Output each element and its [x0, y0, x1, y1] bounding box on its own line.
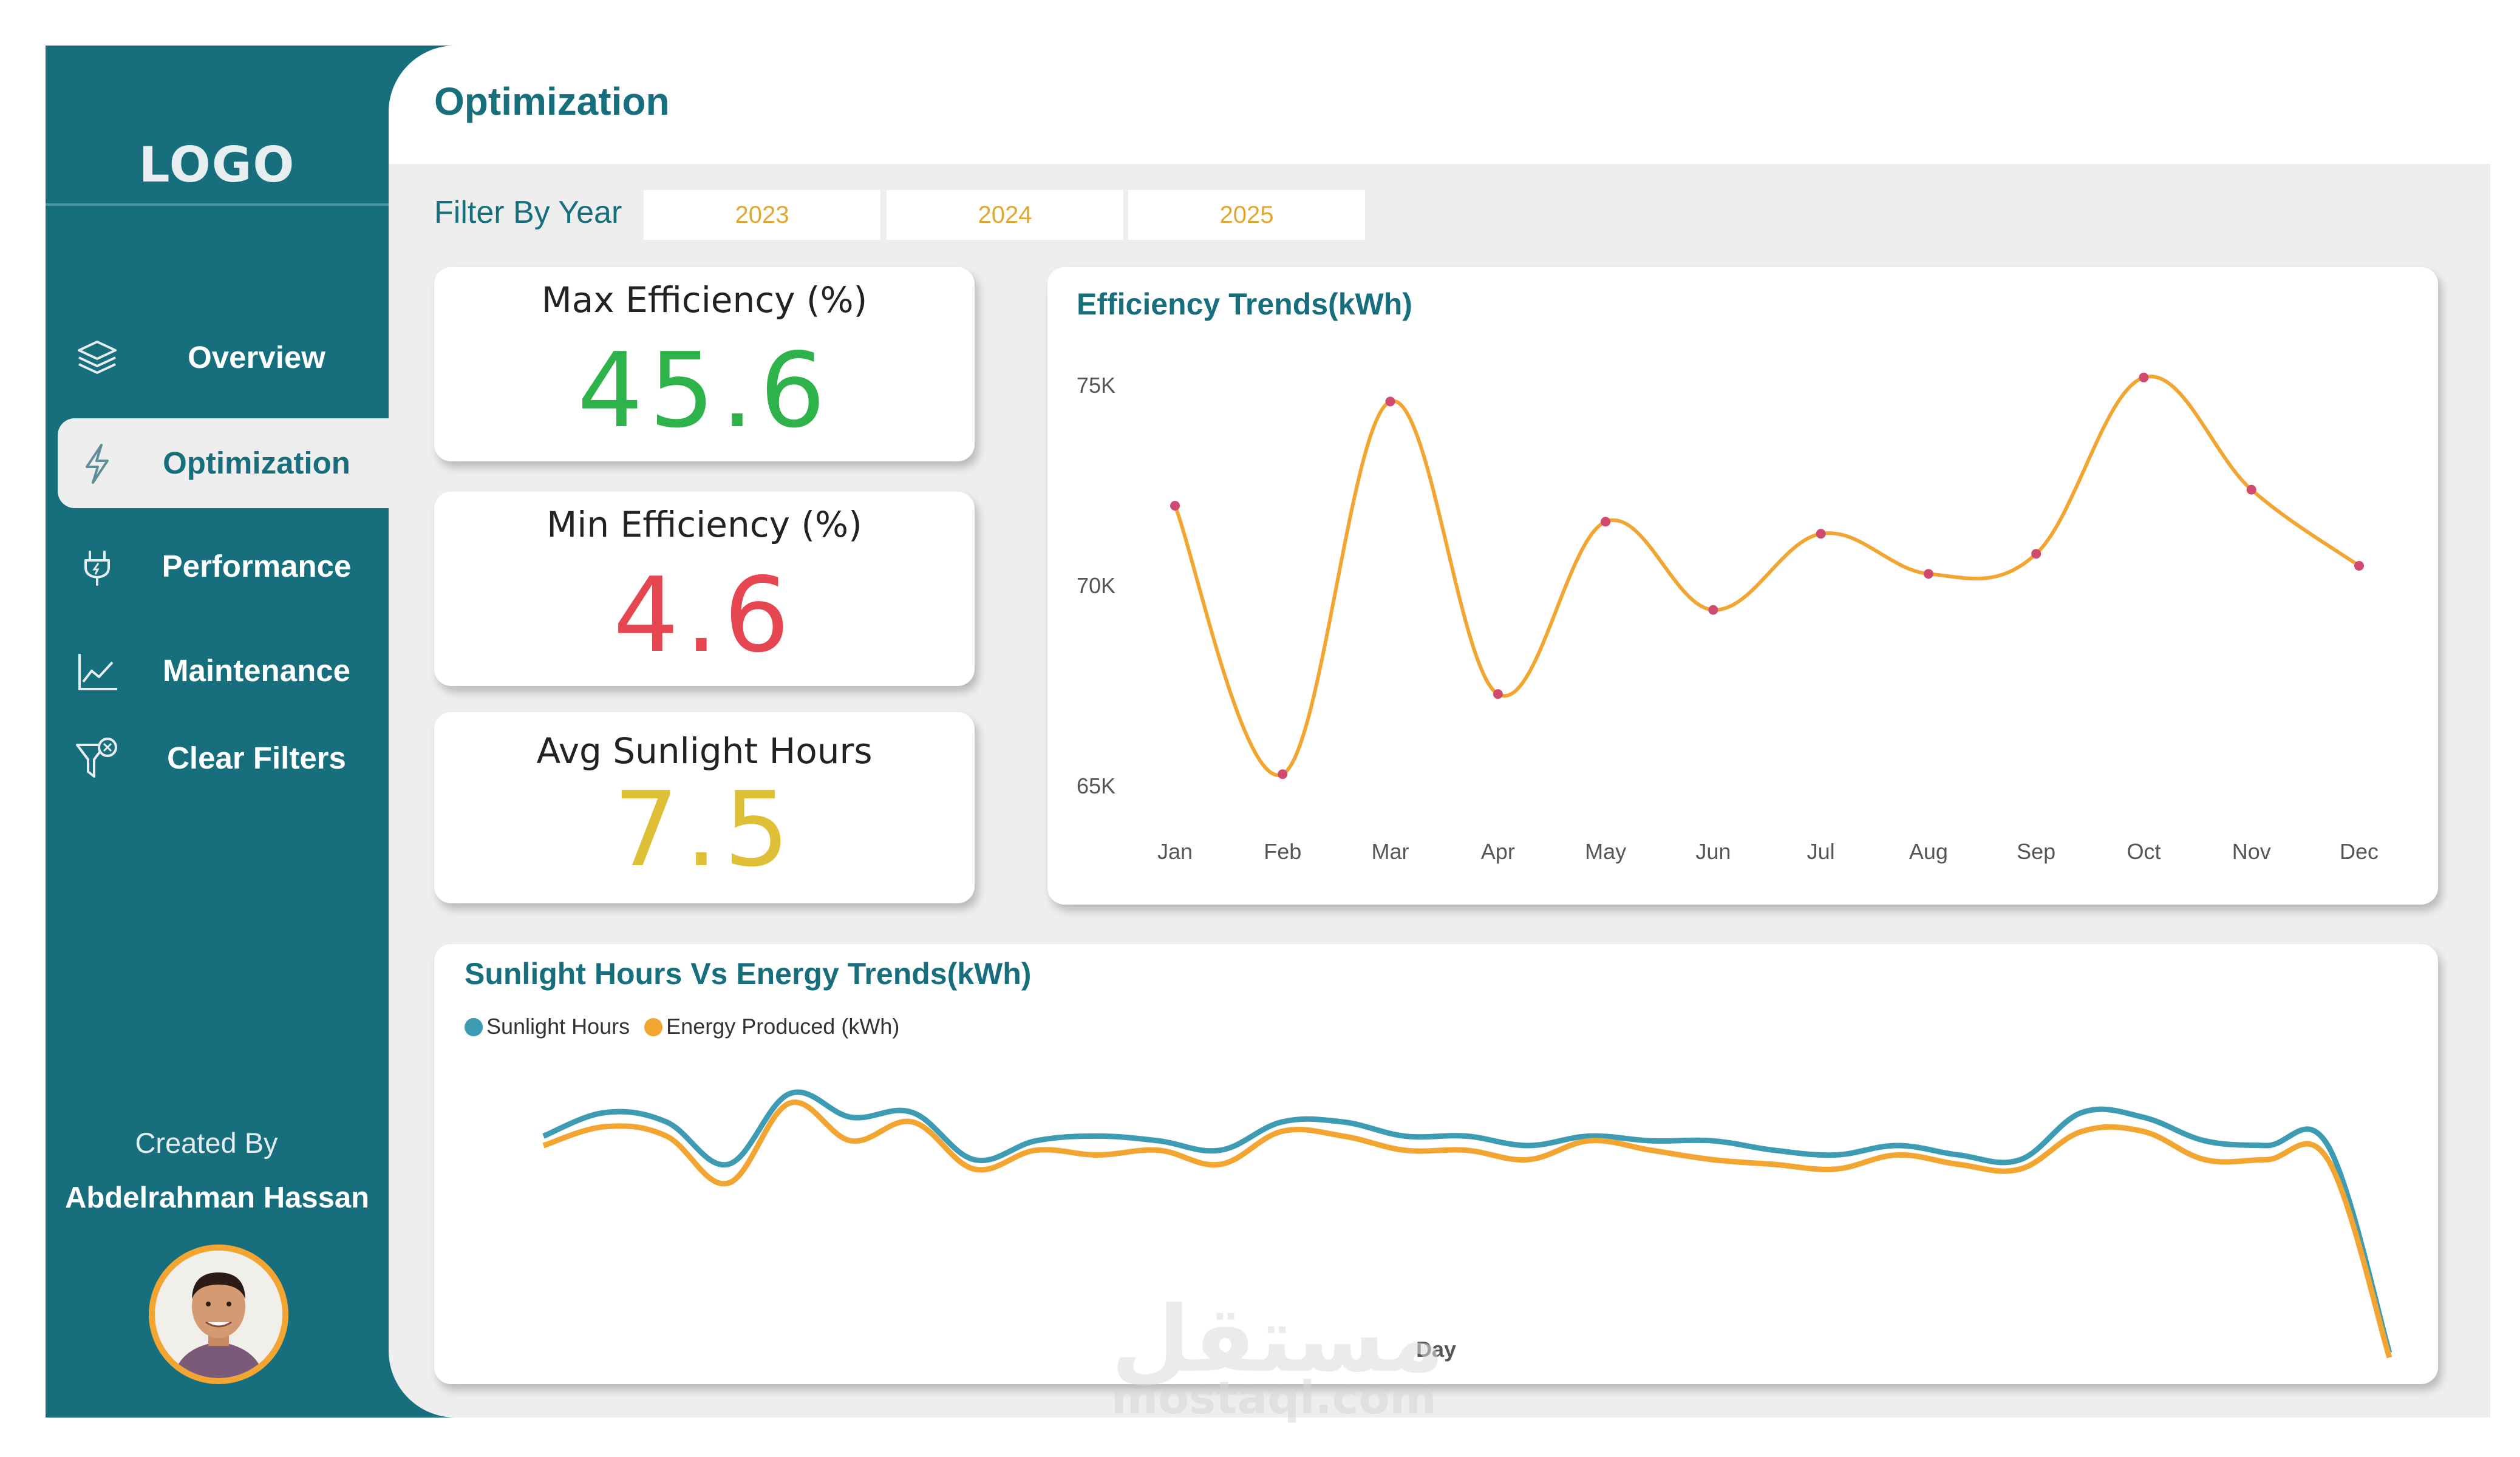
sidebar-item-performance[interactable]: Performance — [46, 521, 389, 611]
page-title: Optimization — [434, 80, 670, 123]
data-point[interactable] — [1923, 569, 1933, 579]
chart-title: Efficiency Trends(kWh) — [1077, 287, 1412, 321]
x-tick-label: May — [1585, 839, 1626, 864]
x-tick-label: Mar — [1372, 839, 1409, 864]
chart-title: Sunlight Hours Vs Energy Trends(kWh) — [465, 957, 1032, 991]
sidebar-item-label: Maintenance — [163, 653, 350, 688]
kpi-value: 7.5 — [613, 770, 796, 890]
watermark-arabic: مستقل — [1111, 1287, 1445, 1393]
x-tick-label: Sep — [2017, 839, 2055, 864]
kpi-title: Avg Sunlight Hours — [536, 730, 873, 772]
x-tick-label: Aug — [1909, 839, 1948, 864]
sidebar: LOGO Overview Optimization Performance M… — [46, 46, 389, 1418]
sidebar-item-label: Performance — [162, 549, 352, 583]
kpi-card-max-efficiency: Max Efficiency (%) 45.6 — [434, 267, 975, 461]
energy-produced-line — [542, 1099, 2392, 1359]
sidebar-item-optimization[interactable]: Optimization — [58, 418, 389, 508]
plug-icon — [84, 551, 110, 586]
data-point[interactable] — [1385, 396, 1395, 407]
x-tick-label: Feb — [1264, 839, 1301, 864]
sidebar-item-label: Overview — [188, 340, 325, 375]
efficiency-trends-chart: 65K 70K 75K Jan Feb Mar Apr May Jun Jul Aug Sep Oct N… — [1077, 372, 2379, 864]
created-by-label: Created By — [135, 1127, 278, 1159]
sunlight-energy-chart: Day — [542, 1089, 2392, 1362]
data-point[interactable] — [1708, 605, 1718, 615]
x-tick-label: Jul — [1807, 839, 1835, 864]
x-tick-label: Dec — [2340, 839, 2379, 864]
efficiency-line — [1173, 375, 2360, 777]
logo: LOGO — [138, 137, 296, 193]
sidebar-item-label: Optimization — [163, 446, 350, 480]
legend-item-sunlight: Sunlight Hours — [465, 1014, 630, 1039]
data-point[interactable] — [1170, 501, 1180, 511]
filter-label: Filter By Year — [434, 195, 622, 230]
sidebar-divider — [46, 203, 389, 206]
author-name: Abdelrahman Hassan — [64, 1181, 370, 1214]
y-tick-label: 70K — [1077, 573, 1115, 598]
main-content: Optimization Filter By Year 2023 2024 20… — [389, 46, 2490, 1418]
kpi-title: Max Efficiency (%) — [541, 279, 868, 321]
x-tick-label: Nov — [2232, 839, 2271, 864]
kpi-value: 4.6 — [613, 555, 796, 676]
x-axis-label: Day — [1416, 1337, 1456, 1362]
kpi-card-avg-sunlight: Avg Sunlight Hours 7.5 — [434, 712, 975, 903]
lightning-icon — [86, 444, 109, 484]
year-filter-2025[interactable]: 2025 — [1128, 190, 1365, 240]
avatar-portrait — [155, 1251, 282, 1378]
layers-icon — [78, 341, 117, 374]
legend-item-energy: Energy Produced (kWh) — [644, 1014, 899, 1039]
kpi-value: 45.6 — [577, 331, 832, 451]
chart-legend: Sunlight Hours Energy Produced (kWh) — [465, 1014, 908, 1039]
efficiency-trends-card: Efficiency Trends(kWh) 65K 70K 75K Jan Feb Ma… — [1047, 267, 2438, 905]
kpi-title: Min Efficiency (%) — [547, 504, 862, 545]
x-tick-label: Apr — [1481, 839, 1515, 864]
avatar — [149, 1245, 288, 1384]
sidebar-item-overview[interactable]: Overview — [46, 313, 389, 402]
data-point[interactable] — [2246, 484, 2256, 495]
sunlight-energy-card: Sunlight Hours Vs Energy Trends(kWh) Sun… — [434, 944, 2438, 1384]
sidebar-item-maintenance[interactable]: Maintenance — [46, 626, 389, 716]
x-tick-label: Jan — [1157, 839, 1193, 864]
sidebar-item-clear-filters[interactable]: Clear Filters — [46, 713, 389, 803]
y-tick-label: 75K — [1077, 373, 1115, 398]
line-chart-icon — [78, 654, 117, 690]
data-point[interactable] — [1493, 689, 1503, 699]
sidebar-item-label: Clear Filters — [167, 741, 346, 775]
data-point[interactable] — [2139, 372, 2149, 382]
header-bar: Optimization — [389, 46, 2490, 164]
kpi-card-min-efficiency: Min Efficiency (%) 4.6 — [434, 492, 975, 686]
sunlight-hours-line — [542, 1089, 2392, 1354]
x-tick-label: Jun — [1695, 839, 1731, 864]
year-filter-2023[interactable]: 2023 — [644, 190, 880, 240]
data-point[interactable] — [1816, 529, 1826, 539]
data-point[interactable] — [2031, 549, 2042, 559]
data-point[interactable] — [2354, 561, 2364, 571]
x-tick-label: Oct — [2127, 839, 2161, 864]
watermark-latin: mostaql.com — [1111, 1372, 1437, 1424]
year-filter-2024[interactable]: 2024 — [887, 190, 1123, 240]
filter-clear-icon — [76, 738, 117, 778]
data-point[interactable] — [1278, 769, 1288, 779]
y-tick-label: 65K — [1077, 773, 1115, 798]
data-point[interactable] — [1601, 517, 1611, 527]
